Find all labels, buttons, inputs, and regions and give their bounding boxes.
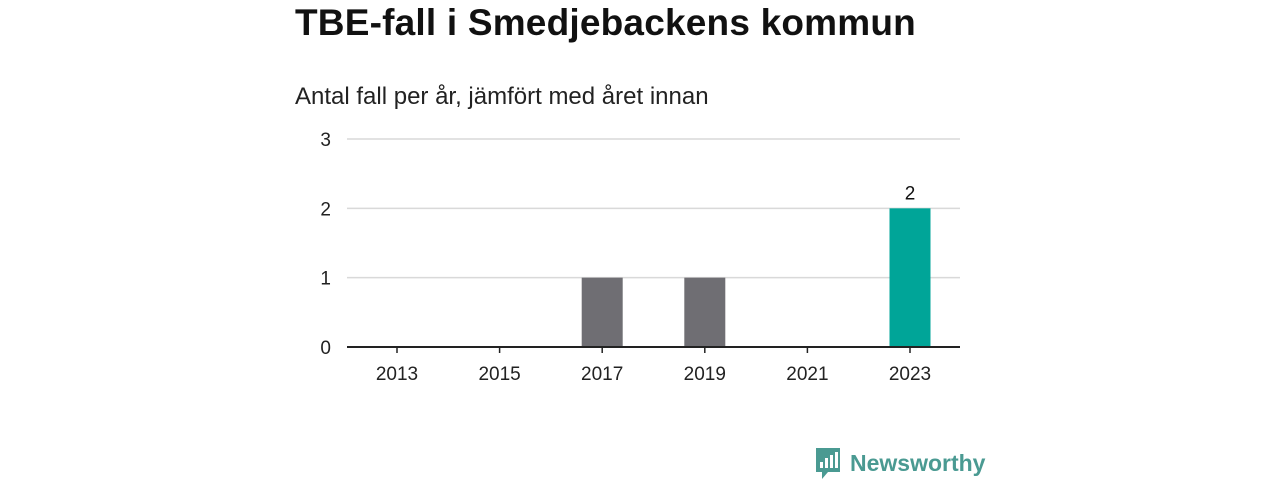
chart-title: TBE-fall i Smedjebackens kommun (295, 2, 916, 43)
data-label: 2 (905, 183, 916, 204)
x-tick-label: 2021 (786, 364, 828, 385)
brand-logo: Newsworthy (814, 446, 985, 480)
y-tick-label: 1 (320, 269, 331, 290)
bar (581, 277, 623, 347)
y-tick-label: 0 (320, 338, 331, 359)
bar (684, 277, 726, 347)
x-tick-label: 2019 (684, 364, 726, 385)
bar-chart: 0 1 2 3 2 2013 2015 2017 2019 2021 2023 (320, 130, 960, 385)
bar (889, 208, 931, 347)
bar-chart-speech-bubble-icon (816, 448, 840, 479)
brand-name: Newsworthy (850, 449, 986, 476)
x-tick-label: 2015 (478, 364, 520, 385)
x-tick-label: 2013 (376, 364, 418, 385)
x-tick-label: 2017 (581, 364, 623, 385)
chart-subtitle: Antal fall per år, jämfört med året inna… (295, 83, 709, 110)
x-tick-label: 2023 (889, 364, 931, 385)
y-tick-label: 2 (320, 199, 331, 220)
y-tick-label: 3 (320, 130, 331, 151)
